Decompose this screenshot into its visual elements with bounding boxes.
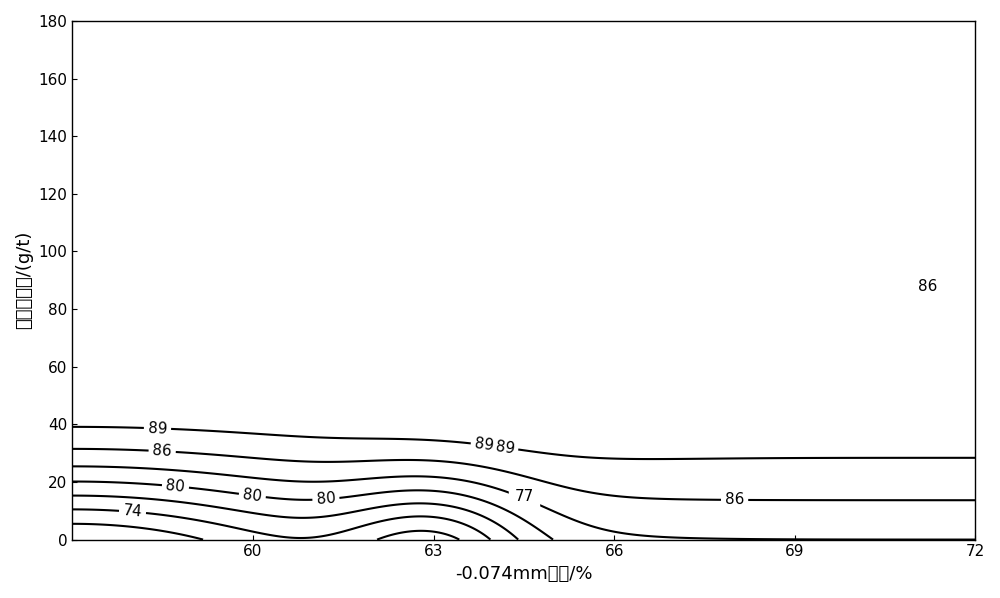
X-axis label: -0.074mm含量/%: -0.074mm含量/% (455, 565, 593, 583)
Text: 74: 74 (122, 504, 143, 520)
Text: 86: 86 (725, 492, 744, 508)
Text: 77: 77 (514, 489, 534, 504)
Text: 89: 89 (474, 437, 495, 453)
Y-axis label: 捕收剂用量/(g/t): 捕收剂用量/(g/t) (15, 231, 33, 329)
Text: 86: 86 (152, 443, 172, 459)
Text: 80: 80 (242, 487, 263, 504)
Text: 89: 89 (494, 439, 515, 456)
Text: 80: 80 (165, 478, 186, 495)
Text: 80: 80 (316, 491, 336, 507)
Text: 89: 89 (148, 420, 167, 437)
Text: 86: 86 (918, 279, 937, 294)
